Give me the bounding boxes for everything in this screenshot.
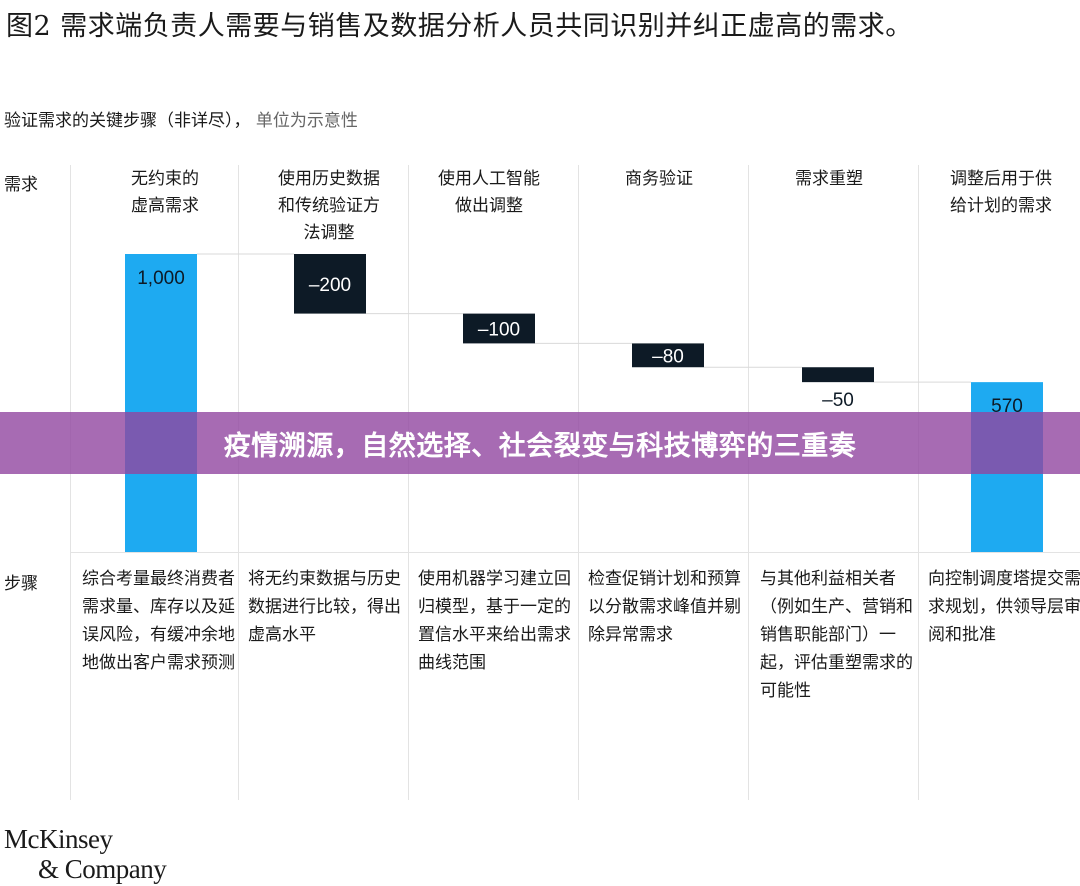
column-divider bbox=[578, 165, 579, 800]
category-label-adjusted: 调整后用于供 给计划的需求 bbox=[950, 169, 1052, 216]
bar-value-label: 1,000 bbox=[137, 268, 185, 289]
overlay-banner: 疫情溯源，自然选择、社会裂变与科技博弈的三重奏 bbox=[0, 412, 1080, 474]
bar-value-label: –200 bbox=[309, 275, 351, 296]
step-description: 使用机器学习建立回归模型，基于一定的置信水平来给出需求曲线范围 bbox=[418, 569, 571, 673]
step-description: 向控制调度塔提交需求规划，供领导层审阅和批准 bbox=[928, 569, 1080, 645]
category-label-commercial: 商务验证 bbox=[625, 169, 693, 189]
chart-baseline bbox=[70, 552, 1080, 553]
row-label-steps: 步骤 bbox=[4, 574, 38, 594]
bar-value-label: –80 bbox=[652, 346, 684, 367]
figure-subtitle: 验证需求的关键步骤（非详尽）， 单位为示意性 bbox=[4, 106, 358, 131]
column-divider bbox=[70, 165, 71, 800]
bar-value-label: –50 bbox=[822, 390, 854, 411]
category-label-historical: 使用历史数据 和传统验证方 法调整 bbox=[278, 169, 380, 243]
column-divider bbox=[748, 165, 749, 800]
delta-bar bbox=[294, 254, 366, 314]
step-description: 检查促销计划和预算以分散需求峰值并剔除异常需求 bbox=[588, 569, 741, 645]
column-divider bbox=[408, 165, 409, 800]
mckinsey-logo: McKinsey & Company bbox=[4, 824, 167, 884]
delta-bar bbox=[463, 313, 535, 344]
bar-value-label: –100 bbox=[478, 320, 520, 341]
category-label-reshape: 需求重塑 bbox=[795, 169, 863, 189]
delta-bar bbox=[632, 343, 704, 368]
step-description: 与其他利益相关者（例如生产、营销和销售职能部门）一起，评估重塑需求的可能性 bbox=[760, 569, 913, 701]
category-label-unconstrained: 无约束的 虚高需求 bbox=[131, 169, 199, 216]
row-label-demand: 需求 bbox=[4, 175, 38, 195]
delta-bar bbox=[802, 367, 874, 383]
column-divider bbox=[238, 165, 239, 800]
column-divider bbox=[918, 165, 919, 800]
category-label-ai: 使用人工智能 做出调整 bbox=[438, 169, 540, 216]
step-description: 综合考量最终消费者需求量、库存以及延误风险，有缓冲余地地做出客户需求预测 bbox=[82, 569, 235, 673]
figure-title: 图2 需求端负责人需要与销售及数据分析人员共同识别并纠正虚高的需求。 bbox=[6, 11, 913, 42]
subtitle-unit: 单位为示意性 bbox=[255, 111, 358, 131]
subtitle-main: 验证需求的关键步骤（非详尽）， bbox=[4, 111, 251, 131]
total-bar bbox=[125, 254, 197, 552]
banner-text: 疫情溯源，自然选择、社会裂变与科技博弈的三重奏 bbox=[223, 430, 857, 462]
logo-line-2: & Company bbox=[38, 854, 167, 884]
logo-line-1: McKinsey bbox=[4, 824, 113, 854]
step-description: 将无约束数据与历史数据进行比较，得出虚高水平 bbox=[248, 569, 401, 645]
